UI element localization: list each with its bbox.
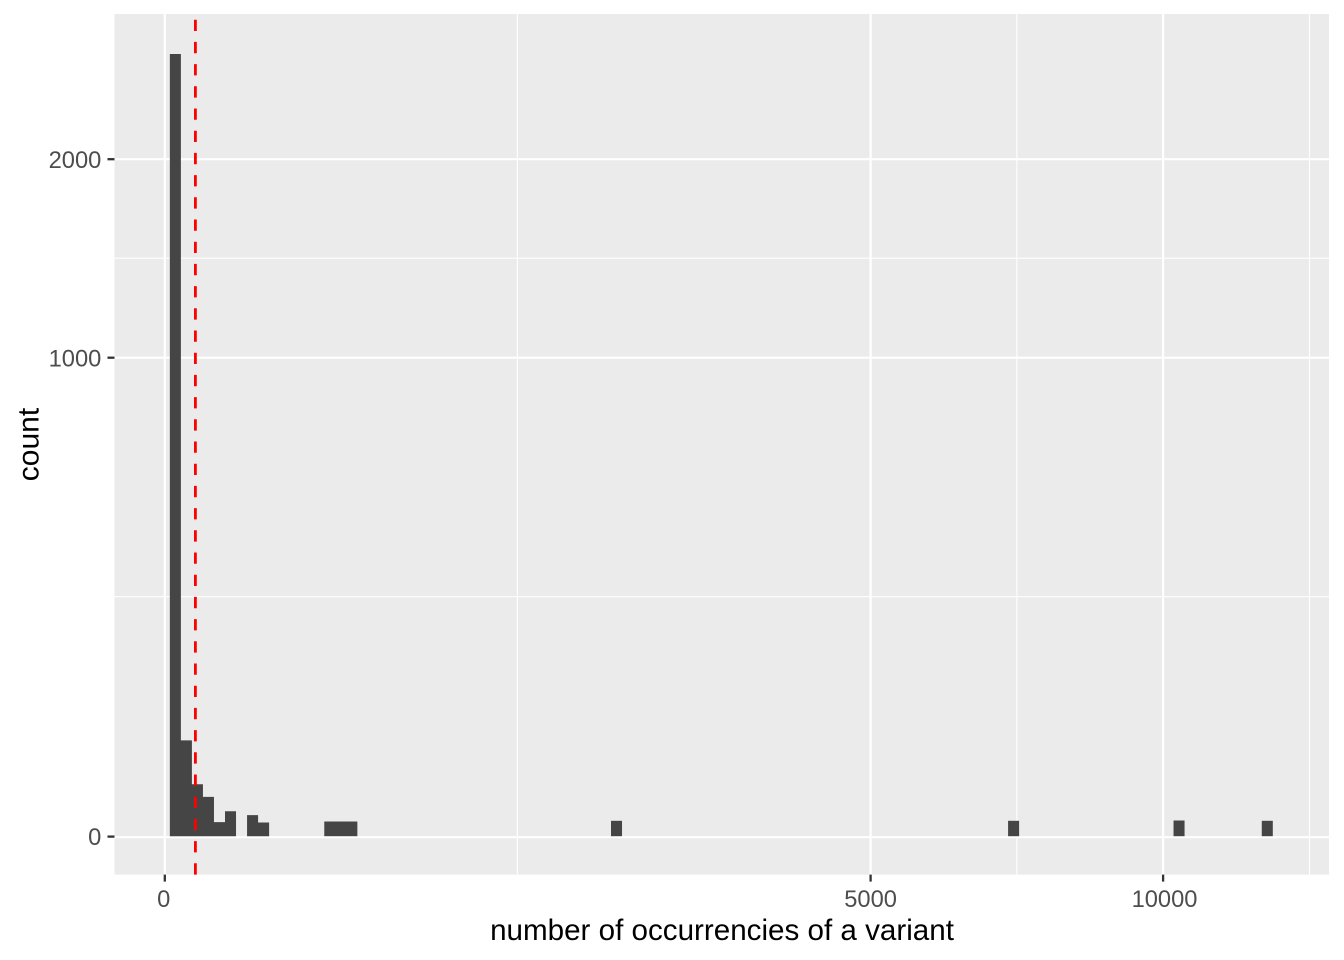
svg-text:count: count bbox=[12, 407, 45, 481]
svg-text:0: 0 bbox=[88, 825, 101, 851]
svg-text:10000: 10000 bbox=[1132, 887, 1198, 913]
svg-text:2000: 2000 bbox=[49, 148, 102, 174]
svg-text:5000: 5000 bbox=[844, 887, 897, 913]
svg-text:0: 0 bbox=[157, 887, 170, 913]
svg-text:1000: 1000 bbox=[49, 346, 102, 372]
svg-text:number of occurrencies of a va: number of occurrencies of a variant bbox=[490, 914, 954, 947]
